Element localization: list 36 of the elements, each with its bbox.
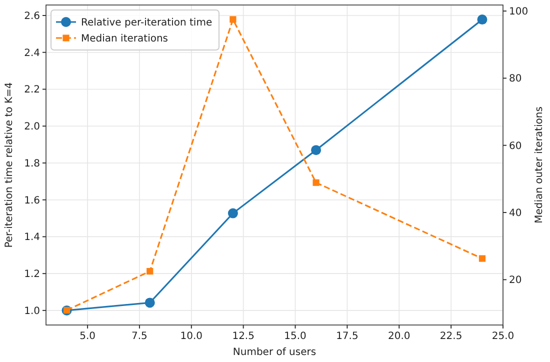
point	[312, 179, 320, 186]
legend-label: Median iterations	[81, 34, 168, 44]
y-tick-label: 1.6	[24, 195, 40, 206]
y-tick-label: 1.8	[24, 158, 40, 170]
point	[144, 298, 155, 308]
y-tick-label: 1.4	[24, 232, 40, 244]
x-tick-label: 25.0	[492, 331, 514, 342]
y-tick-label: 2.2	[24, 84, 40, 96]
y-tick-label: 1.2	[24, 269, 40, 280]
x-tick-label: 20.0	[388, 331, 410, 342]
y2-tick-label: 80	[509, 74, 522, 85]
point	[477, 14, 488, 25]
x-tick-label: 22.5	[440, 331, 462, 342]
legend-label: Relative per-iteration time	[81, 18, 212, 28]
y2-tick-label: 20	[509, 275, 522, 286]
x-tick-label: 10.0	[180, 331, 203, 342]
y-tick-label: 2.4	[24, 48, 40, 59]
y2-tick-label: 100	[509, 6, 528, 18]
x-tick-label: 7.5	[132, 331, 148, 342]
x-tick-label: 5.0	[80, 331, 96, 342]
point	[311, 145, 322, 156]
point	[230, 16, 236, 23]
point	[146, 268, 154, 275]
x-tick-label: 17.5	[336, 331, 358, 342]
x-tick-label: 15.0	[284, 331, 306, 342]
y-axis-title: Per-iteration time relative to K=4	[4, 82, 15, 248]
y-tick-label: 2.6	[24, 11, 40, 22]
y2-tick-label: 40	[509, 208, 522, 220]
y2-tick-label: 60	[509, 140, 522, 152]
x-axis-title: Number of users	[232, 347, 316, 358]
point	[478, 255, 486, 262]
y2-axis-title: Median outer iterations	[534, 106, 545, 224]
y-tick-label: 2.0	[24, 122, 40, 133]
y-tick-label: 1.0	[24, 306, 40, 317]
x-tick-label: 12.5	[232, 331, 254, 342]
point	[228, 208, 238, 218]
